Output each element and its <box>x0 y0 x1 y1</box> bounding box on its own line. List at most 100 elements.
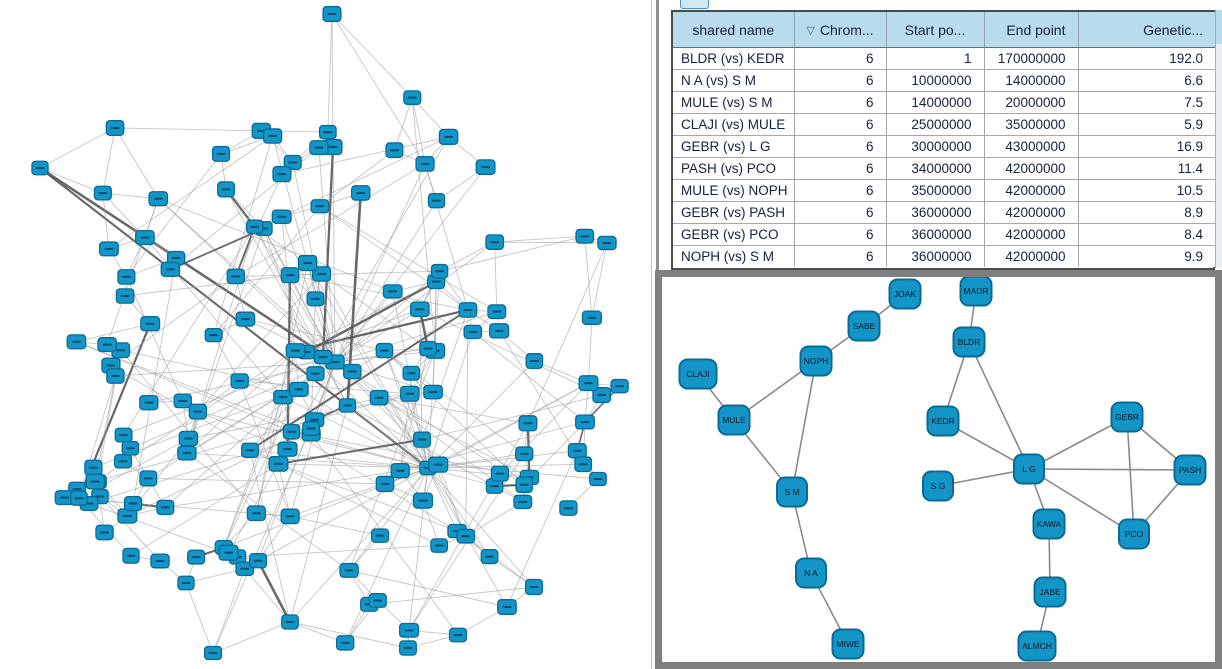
subnetwork-node[interactable]: S M <box>776 476 808 508</box>
network-node[interactable] <box>268 456 289 472</box>
network-node[interactable] <box>139 470 158 487</box>
network-node[interactable] <box>246 505 266 522</box>
node-box[interactable] <box>795 557 827 589</box>
table-cell[interactable]: 8.4 <box>1078 223 1215 246</box>
network-node[interactable] <box>398 622 420 638</box>
table-cell[interactable]: NOPH (vs) S M <box>673 245 795 267</box>
network-node[interactable] <box>589 471 607 487</box>
table-cell[interactable]: 10.5 <box>1078 179 1215 202</box>
node-box[interactable] <box>1017 630 1057 662</box>
subnetwork-node[interactable]: GEBR <box>1110 401 1144 433</box>
table-row[interactable]: MULE (vs) S M 6 14000000 20000000 7.5 <box>673 91 1215 114</box>
network-node[interactable] <box>423 384 443 400</box>
table-cell[interactable]: 6 <box>794 245 887 267</box>
network-node[interactable] <box>458 302 478 318</box>
network-node[interactable] <box>235 311 256 327</box>
network-node[interactable] <box>285 343 306 359</box>
network-node[interactable] <box>343 363 362 380</box>
network-node[interactable] <box>121 440 140 456</box>
table-cell[interactable]: 6.6 <box>1078 69 1215 92</box>
network-node[interactable] <box>309 140 329 156</box>
network-node[interactable] <box>288 381 309 397</box>
network-node[interactable] <box>85 473 106 490</box>
network-node[interactable] <box>280 267 300 284</box>
table-cell[interactable]: 35000000 <box>886 179 985 202</box>
table-cell[interactable]: GEBR (vs) PCO <box>673 223 795 246</box>
sort-filter-icon[interactable]: ▽ <box>806 24 815 37</box>
network-node[interactable] <box>419 340 437 357</box>
table-cell[interactable]: 192.0 <box>1078 47 1215 70</box>
network-node[interactable] <box>369 389 389 406</box>
network-node[interactable] <box>438 128 459 145</box>
network-node[interactable] <box>272 166 292 183</box>
node-box[interactable] <box>926 405 960 437</box>
table-cell[interactable]: 170000000 <box>984 47 1079 70</box>
network-node[interactable] <box>173 393 192 409</box>
node-box[interactable] <box>1118 518 1150 550</box>
node-box[interactable] <box>717 404 751 436</box>
node-box[interactable] <box>1032 508 1066 540</box>
network-node[interactable] <box>177 445 197 461</box>
node-box[interactable] <box>776 476 808 508</box>
network-node[interactable] <box>581 310 603 325</box>
network-node[interactable] <box>578 375 599 392</box>
network-node[interactable] <box>246 219 264 235</box>
network-node[interactable] <box>485 234 505 250</box>
subnetwork-node[interactable]: PCO <box>1118 518 1150 550</box>
network-node[interactable] <box>413 431 431 448</box>
table-cell[interactable]: 16.9 <box>1078 135 1215 158</box>
network-node[interactable] <box>487 304 507 320</box>
node-box[interactable] <box>799 345 833 377</box>
network-node[interactable] <box>283 154 302 170</box>
network-node[interactable] <box>567 443 587 459</box>
network-node[interactable] <box>574 456 593 473</box>
network-node[interactable] <box>105 120 125 136</box>
subnetwork-node[interactable]: BLDR <box>952 326 986 358</box>
network-node[interactable] <box>575 228 595 244</box>
table-cell[interactable]: 6 <box>794 113 887 136</box>
table-cell[interactable]: 43000000 <box>984 135 1079 158</box>
network-node[interactable] <box>84 459 103 476</box>
node-box[interactable] <box>847 310 881 342</box>
network-node[interactable] <box>150 553 170 569</box>
network-node[interactable] <box>235 561 255 576</box>
table-cell[interactable]: 14000000 <box>984 69 1079 92</box>
network-node[interactable] <box>497 599 517 615</box>
node-box[interactable] <box>1033 576 1067 608</box>
network-node[interactable] <box>188 403 208 420</box>
subnetwork-node[interactable]: S G <box>922 470 954 502</box>
table-cell[interactable]: 30000000 <box>886 135 985 158</box>
network-node[interactable] <box>117 269 136 285</box>
network-node[interactable] <box>463 324 483 340</box>
network-node[interactable] <box>241 442 259 458</box>
network-node[interactable] <box>277 441 298 457</box>
subnetwork-node[interactable]: MIWE <box>831 628 865 660</box>
network-node[interactable] <box>140 316 161 332</box>
column-header-start-po-[interactable]: Start po... <box>886 12 985 48</box>
subnetwork-node[interactable]: L G <box>1013 453 1045 485</box>
network-node[interactable] <box>513 494 533 510</box>
network-node[interactable] <box>430 538 449 553</box>
network-node[interactable] <box>525 353 544 370</box>
network-node[interactable] <box>597 235 617 251</box>
table-row[interactable]: N A (vs) S M 6 10000000 14000000 6.6 <box>673 69 1215 92</box>
network-node[interactable] <box>302 421 321 436</box>
subnetwork-node[interactable]: JABE <box>1033 576 1067 608</box>
network-node[interactable] <box>403 90 422 106</box>
table-row[interactable]: MULE (vs) NOPH 6 35000000 42000000 10.5 <box>673 179 1215 202</box>
network-node[interactable] <box>211 145 231 162</box>
table-cell[interactable]: 36000000 <box>886 201 985 224</box>
table-cell[interactable]: 6 <box>794 91 887 114</box>
table-row[interactable]: NOPH (vs) S M 6 36000000 42000000 9.9 <box>673 245 1215 267</box>
network-node[interactable] <box>262 128 283 144</box>
table-cell[interactable]: 14000000 <box>886 91 985 114</box>
network-node[interactable] <box>428 456 449 473</box>
subnetwork-node[interactable]: N A <box>795 557 827 589</box>
network-node[interactable] <box>375 475 395 493</box>
table-cell[interactable]: 8.9 <box>1078 201 1215 224</box>
table-cell[interactable]: PASH (vs) PCO <box>673 157 795 180</box>
network-node[interactable] <box>410 301 430 318</box>
network-node[interactable] <box>54 490 75 506</box>
column-header-chrom-[interactable]: ▽ Chrom... <box>794 12 887 48</box>
network-node[interactable] <box>113 453 133 469</box>
